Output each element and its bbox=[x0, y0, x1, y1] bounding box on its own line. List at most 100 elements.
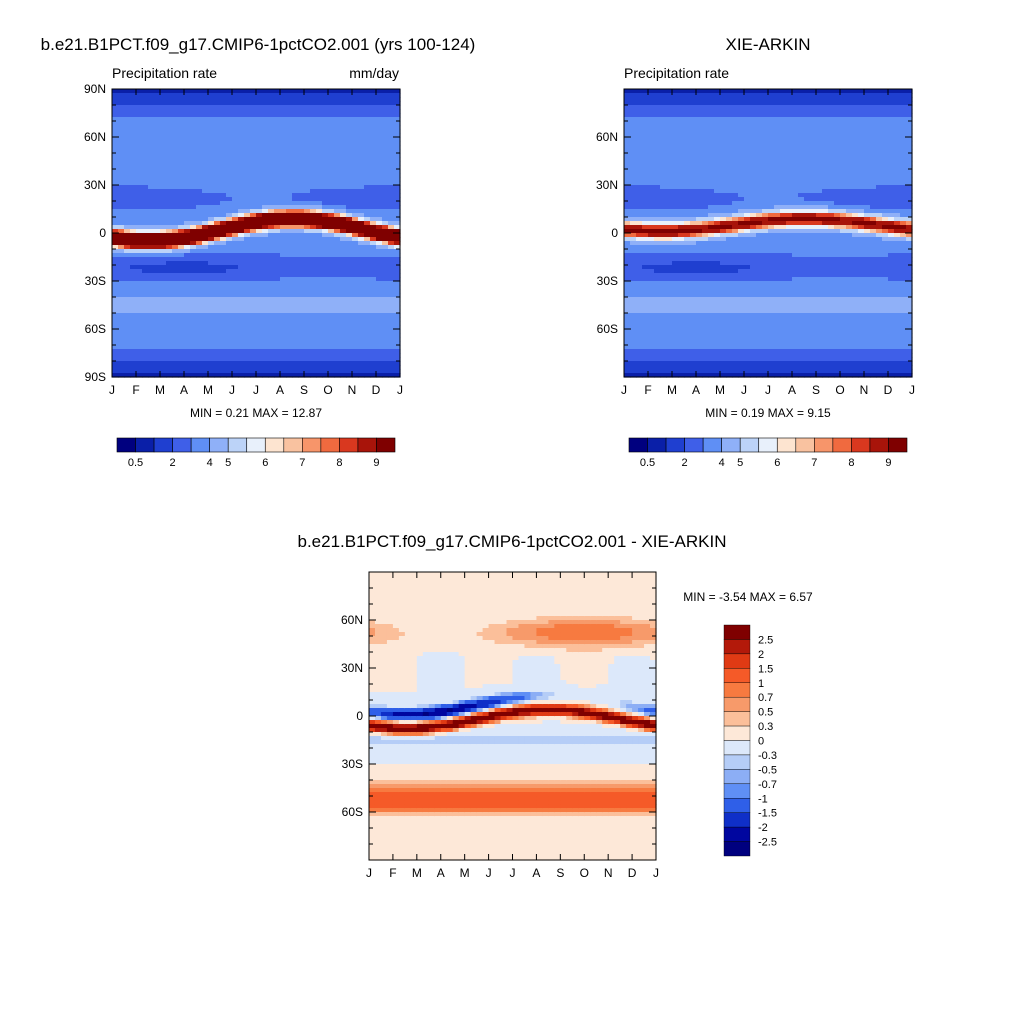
heatmap-cell bbox=[672, 365, 679, 370]
heatmap-cell bbox=[624, 177, 631, 182]
heatmap-cell bbox=[280, 145, 287, 150]
heatmap-cell bbox=[268, 117, 275, 122]
heatmap-cell bbox=[142, 233, 149, 238]
heatmap-cell bbox=[238, 237, 245, 242]
heatmap-cell bbox=[250, 193, 257, 198]
heatmap-cell bbox=[382, 141, 389, 146]
heatmap-cell bbox=[648, 101, 655, 106]
heatmap-cell bbox=[220, 329, 227, 334]
heatmap-cell bbox=[334, 161, 341, 166]
heatmap-cell bbox=[708, 185, 715, 190]
heatmap-cell bbox=[118, 265, 125, 270]
heatmap-cell bbox=[280, 153, 287, 158]
heatmap-cell bbox=[250, 361, 257, 366]
heatmap-cell bbox=[738, 105, 745, 110]
heatmap-cell bbox=[172, 189, 179, 194]
heatmap-cell bbox=[394, 149, 401, 154]
heatmap-cell bbox=[244, 221, 251, 226]
heatmap-cell bbox=[660, 257, 667, 262]
heatmap-cell bbox=[690, 149, 697, 154]
heatmap-cell bbox=[142, 273, 149, 278]
heatmap-cell bbox=[286, 201, 293, 206]
heatmap-cell bbox=[726, 221, 733, 226]
heatmap-cell bbox=[708, 229, 715, 234]
heatmap-cell bbox=[708, 125, 715, 130]
heatmap-cell bbox=[220, 197, 227, 202]
heatmap-cell bbox=[738, 161, 745, 166]
heatmap-cell bbox=[382, 225, 389, 230]
heatmap-cell bbox=[382, 353, 389, 358]
heatmap-cell bbox=[328, 161, 335, 166]
heatmap-cell bbox=[142, 153, 149, 158]
heatmap-cell bbox=[262, 313, 269, 318]
heatmap-cell bbox=[238, 217, 245, 222]
heatmap-cell bbox=[352, 293, 359, 298]
heatmap-cell bbox=[382, 301, 389, 306]
heatmap-cell bbox=[190, 249, 197, 254]
heatmap-cell bbox=[394, 181, 401, 186]
heatmap-cell bbox=[714, 353, 721, 358]
heatmap-cell bbox=[370, 361, 377, 366]
heatmap-cell bbox=[334, 101, 341, 106]
heatmap-cell bbox=[334, 141, 341, 146]
heatmap-cell bbox=[208, 229, 215, 234]
heatmap-cell bbox=[370, 341, 377, 346]
heatmap-cell bbox=[274, 293, 281, 298]
heatmap-cell bbox=[208, 337, 215, 342]
heatmap-cell bbox=[220, 205, 227, 210]
heatmap-cell bbox=[714, 105, 721, 110]
heatmap-cell bbox=[154, 109, 161, 114]
heatmap-cell bbox=[684, 117, 691, 122]
heatmap-cell bbox=[340, 141, 347, 146]
heatmap-cell bbox=[256, 165, 263, 170]
heatmap-cell bbox=[690, 153, 697, 158]
heatmap-cell bbox=[346, 193, 353, 198]
heatmap-cell bbox=[732, 189, 739, 194]
heatmap-cell bbox=[256, 329, 263, 334]
heatmap-cell bbox=[334, 365, 341, 370]
heatmap-cell bbox=[286, 373, 293, 378]
heatmap-cell bbox=[250, 365, 257, 370]
heatmap-cell bbox=[136, 117, 143, 122]
heatmap-cell bbox=[244, 177, 251, 182]
heatmap-cell bbox=[280, 369, 287, 374]
heatmap-cell bbox=[238, 329, 245, 334]
heatmap-cell bbox=[624, 205, 631, 210]
heatmap-cell bbox=[340, 237, 347, 242]
heatmap-cell bbox=[220, 149, 227, 154]
heatmap-cell bbox=[654, 345, 661, 350]
heatmap-cell bbox=[202, 141, 209, 146]
heatmap-cell bbox=[292, 329, 299, 334]
heatmap-cell bbox=[334, 125, 341, 130]
heatmap-cell bbox=[726, 333, 733, 338]
heatmap-cell bbox=[678, 141, 685, 146]
heatmap-cell bbox=[202, 241, 209, 246]
heatmap-cell bbox=[376, 149, 383, 154]
heatmap-cell bbox=[382, 293, 389, 298]
heatmap-cell bbox=[660, 365, 667, 370]
heatmap-cell bbox=[678, 325, 685, 330]
heatmap-cell bbox=[292, 361, 299, 366]
heatmap-cell bbox=[130, 305, 137, 310]
heatmap-cell bbox=[654, 357, 661, 362]
heatmap-cell bbox=[340, 357, 347, 362]
heatmap-cell bbox=[256, 177, 263, 182]
heatmap-cell bbox=[690, 365, 697, 370]
heatmap-cell bbox=[286, 157, 293, 162]
heatmap-cell bbox=[298, 137, 305, 142]
heatmap-cell bbox=[118, 269, 125, 274]
heatmap-cell bbox=[238, 249, 245, 254]
heatmap-cell bbox=[310, 341, 317, 346]
heatmap-cell bbox=[124, 197, 131, 202]
heatmap-cell bbox=[136, 333, 143, 338]
heatmap-cell bbox=[322, 349, 329, 354]
heatmap-cell bbox=[382, 193, 389, 198]
heatmap-cell bbox=[118, 345, 125, 350]
heatmap-cell bbox=[136, 149, 143, 154]
heatmap-cell bbox=[130, 193, 137, 198]
heatmap-cell bbox=[702, 321, 709, 326]
heatmap-cell bbox=[148, 317, 155, 322]
heatmap-cell bbox=[178, 305, 185, 310]
heatmap-cell bbox=[726, 353, 733, 358]
heatmap-cell bbox=[666, 369, 673, 374]
